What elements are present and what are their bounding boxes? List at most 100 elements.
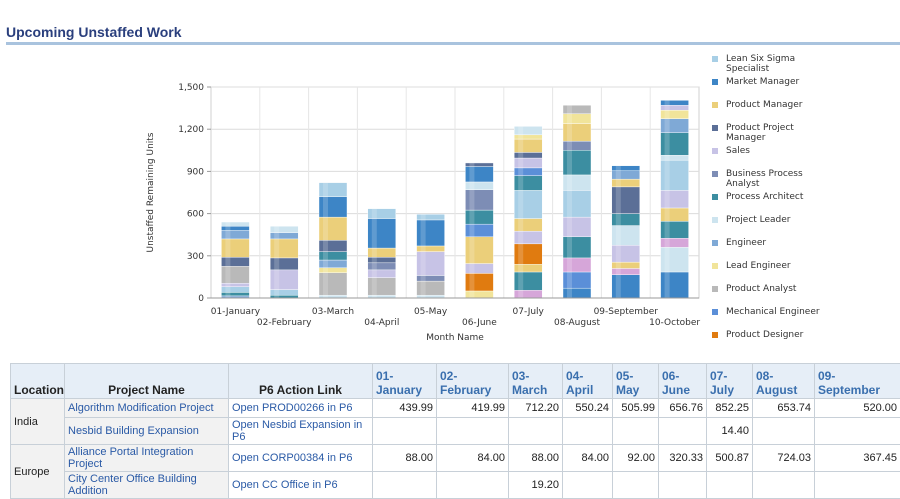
column-header-month[interactable]: 04-April: [562, 363, 613, 399]
value-cell: [752, 417, 815, 445]
table-row: City Center Office Building Addition Ope…: [11, 471, 900, 499]
bar-segment: [562, 105, 592, 114]
x-tick-label: 01-January: [211, 307, 261, 317]
column-header-month[interactable]: 05-May: [612, 363, 659, 399]
bar-segment: [465, 236, 494, 264]
x-tick-label: 06-June: [462, 318, 497, 328]
x-tick-label: 10-October: [649, 318, 700, 328]
legend-swatch: [712, 286, 718, 292]
value-cell: [372, 471, 437, 499]
legend-item[interactable]: Lean Six Sigma Specialist: [712, 54, 836, 74]
legend-item[interactable]: Business Process Analyst: [712, 169, 836, 189]
bar-segment: [221, 221, 250, 227]
legend-label: Market Manager: [726, 77, 800, 87]
legend-item[interactable]: Process Architect: [712, 192, 836, 202]
y-tick-label: 600: [187, 210, 204, 220]
value-cell: [658, 471, 707, 499]
legend-item[interactable]: Product Project Manager: [712, 123, 836, 143]
legend-item[interactable]: Lead Engineer: [712, 261, 836, 271]
legend-label: Engineer: [726, 238, 767, 248]
column-header-month[interactable]: 03-March: [508, 363, 563, 399]
value-cell: 14.40: [706, 417, 753, 445]
location-cell: Europe: [10, 444, 65, 499]
p6-action-link[interactable]: Open CC Office in P6: [228, 471, 373, 499]
legend-swatch: [712, 102, 718, 108]
column-header-location[interactable]: Location: [10, 363, 65, 399]
value-cell: 500.87: [706, 444, 753, 472]
column-header-month[interactable]: 01-January: [372, 363, 437, 399]
column-header-month[interactable]: 06-June: [658, 363, 707, 399]
value-cell: 550.24: [562, 398, 613, 418]
project-name-cell[interactable]: Nesbid Building Expansion: [64, 417, 229, 445]
legend-label: Lead Engineer: [726, 261, 791, 271]
value-cell: 320.33: [658, 444, 707, 472]
column-header-month[interactable]: 09-September: [814, 363, 900, 399]
x-tick-label: 09-September: [594, 307, 659, 317]
y-tick-label: 0: [198, 294, 204, 304]
legend-swatch: [712, 79, 718, 85]
bar-highlight: [225, 222, 231, 298]
value-cell: 724.03: [752, 444, 815, 472]
p6-action-link[interactable]: Open PROD00266 in P6: [228, 398, 373, 418]
bar-segment: [318, 182, 348, 197]
bar-segment: [660, 247, 689, 273]
legend-item[interactable]: Product Manager: [712, 100, 836, 110]
value-cell: [508, 417, 563, 445]
legend-item[interactable]: Sales: [712, 146, 836, 156]
bar-highlight: [469, 162, 475, 298]
project-name-cell[interactable]: City Center Office Building Addition: [64, 471, 229, 499]
bar-segment: [562, 150, 592, 176]
project-name-cell[interactable]: Alliance Portal Integration Project: [64, 444, 229, 472]
bar-segment: [611, 165, 640, 171]
value-cell: [814, 471, 900, 499]
legend-swatch: [712, 194, 718, 200]
value-cell: 653.74: [752, 398, 815, 418]
project-name-cell[interactable]: Algorithm Modification Project: [64, 398, 229, 418]
bar-segment: [270, 226, 299, 233]
legend-item[interactable]: Product Designer: [712, 330, 836, 340]
legend-swatch: [712, 240, 718, 246]
y-axis-title: Unstaffed Remaining Units: [146, 132, 156, 252]
legend-item[interactable]: Project Leader: [712, 215, 836, 225]
legend-swatch: [712, 309, 718, 315]
bar-segment: [367, 208, 396, 219]
legend-label: Sales: [726, 146, 750, 156]
column-header-p6-action-link[interactable]: P6 Action Link: [228, 363, 373, 399]
legend-item[interactable]: Product Analyst: [712, 284, 836, 294]
value-cell: [612, 417, 659, 445]
p6-action-link[interactable]: Open CORP00384 in P6: [228, 444, 373, 472]
column-header-month[interactable]: 08-August: [752, 363, 815, 399]
bar-segment: [660, 100, 689, 106]
legend-item[interactable]: Market Manager: [712, 77, 836, 87]
bar-segment: [416, 219, 445, 247]
location-cell: India: [10, 398, 65, 445]
legend-swatch: [712, 217, 718, 223]
p6-action-link[interactable]: Open Nesbid Expansion in P6: [228, 417, 373, 445]
column-header-project-name[interactable]: Project Name: [64, 363, 229, 399]
x-tick-label: 03-March: [312, 307, 354, 317]
legend-swatch: [712, 332, 718, 338]
bar-segment: [416, 214, 445, 221]
x-tick-label: 04-April: [364, 318, 399, 328]
bar-segment: [367, 218, 396, 249]
legend-item[interactable]: Mechanical Engineer: [712, 307, 836, 317]
legend-label: Product Analyst: [726, 284, 797, 294]
value-cell: [372, 417, 437, 445]
column-header-month[interactable]: 02-February: [436, 363, 509, 399]
bar-segment: [514, 190, 543, 219]
x-tick-label: 05-May: [414, 307, 448, 317]
stacked-bar-chart: 0 300 600 900 1,200 1,500 01-January02-Februar…: [146, 83, 700, 343]
value-cell: [562, 417, 613, 445]
value-cell: [612, 471, 659, 499]
y-tick-label: 900: [187, 167, 204, 177]
legend-label: Product Project Manager: [726, 123, 794, 143]
legend-item[interactable]: Engineer: [712, 238, 836, 248]
table-header-row: Location Project Name P6 Action Link 01-…: [10, 363, 900, 399]
value-cell: 84.00: [436, 444, 509, 472]
value-cell: 88.00: [372, 444, 437, 472]
value-cell: [814, 417, 900, 445]
bar-segment: [660, 159, 689, 191]
unstaffed-work-table: Location Project Name P6 Action Link 01-…: [10, 363, 900, 499]
column-header-month[interactable]: 07-July: [706, 363, 753, 399]
bar-segment: [514, 126, 543, 136]
